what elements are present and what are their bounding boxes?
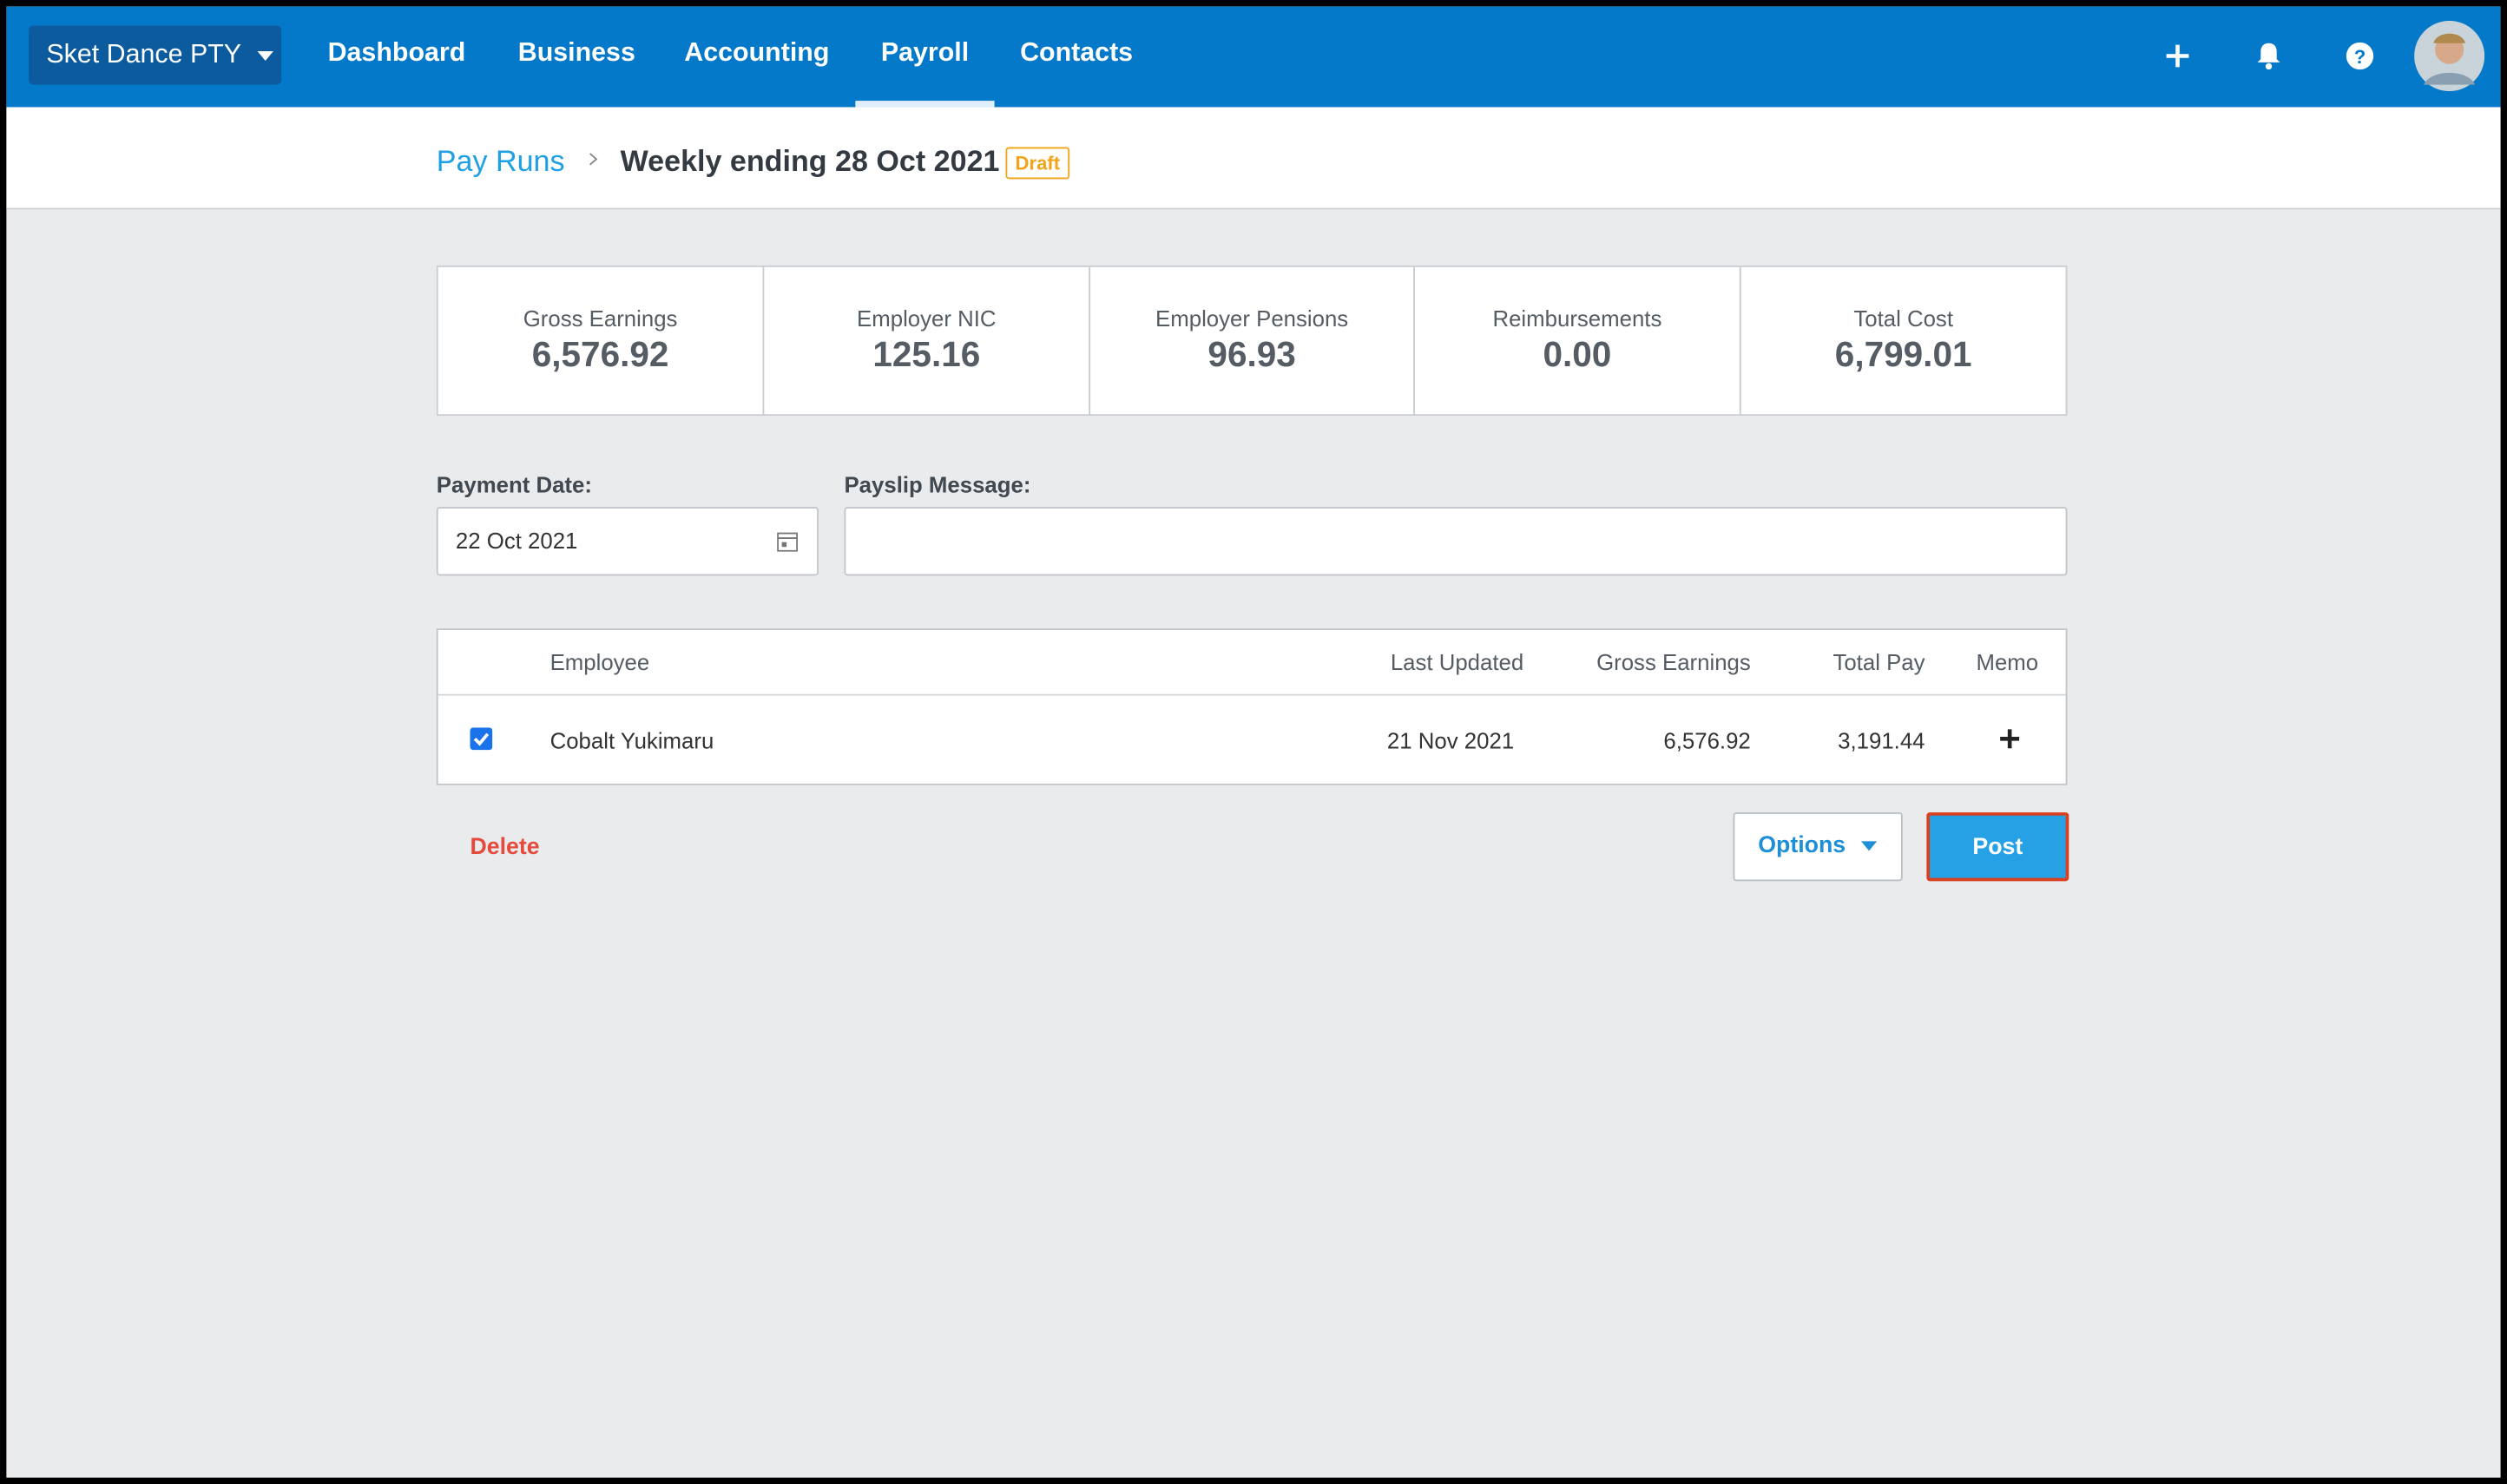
cell: 3,191.44 bbox=[1838, 727, 1925, 753]
options-label: Options bbox=[1758, 833, 1846, 859]
org-name: Sket Dance PTY bbox=[46, 40, 241, 69]
cell: 6,576.92 bbox=[1663, 727, 1751, 753]
cell: 21 Nov 2021 bbox=[1386, 727, 1515, 753]
summary-card: Reimbursements 0.00 bbox=[1413, 265, 1741, 417]
notifications-icon[interactable] bbox=[2256, 42, 2281, 70]
date-input[interactable]: 22 Oct 2021 bbox=[436, 507, 819, 576]
employee-name[interactable]: Cobalt Yukimaru bbox=[549, 727, 714, 753]
post-button[interactable]: Post bbox=[1926, 812, 2069, 882]
field-label: Payment Date: bbox=[436, 471, 592, 498]
breadcrumb-link[interactable]: Pay Runs bbox=[436, 143, 565, 178]
caret-icon bbox=[1861, 841, 1879, 851]
nav-link[interactable]: Business bbox=[517, 38, 635, 68]
message-input[interactable] bbox=[844, 507, 2068, 576]
add-memo-icon[interactable] bbox=[2000, 729, 2020, 749]
row-divider bbox=[438, 693, 2066, 696]
nav-link[interactable]: Accounting bbox=[684, 38, 830, 68]
summary-label: Employer Pensions bbox=[1155, 305, 1349, 332]
summary-label: Total Cost bbox=[1853, 305, 1953, 332]
summary-label: Reimbursements bbox=[1492, 305, 1662, 332]
page-header: Pay Runs Weekly ending 28 Oct 2021 Draft bbox=[6, 107, 2501, 210]
top-nav: Sket Dance PTY Dashboard Business Accoun… bbox=[6, 6, 2501, 108]
nav-link[interactable]: Dashboard bbox=[327, 38, 466, 68]
column-header: Last Updated bbox=[1390, 649, 1524, 675]
svg-text:?: ? bbox=[2354, 46, 2366, 68]
summary-value: 0.00 bbox=[1543, 334, 1612, 375]
caret-icon bbox=[258, 50, 274, 61]
chevron-icon bbox=[589, 153, 598, 166]
column-header: Employee bbox=[549, 649, 650, 675]
summary-value: 6,576.92 bbox=[531, 334, 669, 375]
add-icon[interactable] bbox=[2165, 43, 2190, 69]
summary-card: Employer NIC 125.16 bbox=[762, 265, 1091, 417]
nav-link[interactable]: Contacts bbox=[1020, 38, 1134, 68]
summary-label: Gross Earnings bbox=[523, 305, 678, 332]
status-badge: Draft bbox=[1005, 147, 1070, 180]
row-checkbox[interactable] bbox=[470, 727, 493, 751]
summary-value: 6,799.01 bbox=[1834, 334, 1972, 375]
date-value: 22 Oct 2021 bbox=[455, 528, 578, 554]
column-header: Memo bbox=[1976, 649, 2039, 675]
help-icon[interactable]: ? bbox=[2346, 42, 2374, 70]
app-window: Sket Dance PTY Dashboard Business Accoun… bbox=[6, 6, 2501, 1478]
summary-value: 96.93 bbox=[1207, 334, 1296, 375]
summary-label: Employer NIC bbox=[857, 305, 997, 332]
summary-card: Employer Pensions 96.93 bbox=[1089, 265, 1415, 417]
column-header: Gross Earnings bbox=[1596, 649, 1751, 675]
summary-card: Gross Earnings 6,576.92 bbox=[436, 265, 765, 417]
calendar-icon[interactable] bbox=[777, 531, 799, 552]
page-title: Weekly ending 28 Oct 2021 bbox=[620, 143, 1000, 178]
delete-button[interactable]: Delete bbox=[470, 834, 540, 861]
active-indicator bbox=[855, 101, 995, 108]
avatar[interactable] bbox=[2414, 20, 2485, 92]
column-header: Total Pay bbox=[1833, 649, 1925, 675]
org-switcher[interactable]: Sket Dance PTY bbox=[29, 25, 282, 85]
employee-table: Employee Last Updated Gross Earnings Tot… bbox=[436, 628, 2068, 785]
nav-link[interactable]: Payroll bbox=[880, 38, 970, 68]
options-button[interactable]: Options bbox=[1733, 812, 1903, 882]
summary-value: 125.16 bbox=[872, 334, 981, 375]
summary-card: Total Cost 6,799.01 bbox=[1739, 265, 2068, 417]
field-label: Payslip Message: bbox=[844, 471, 1031, 498]
